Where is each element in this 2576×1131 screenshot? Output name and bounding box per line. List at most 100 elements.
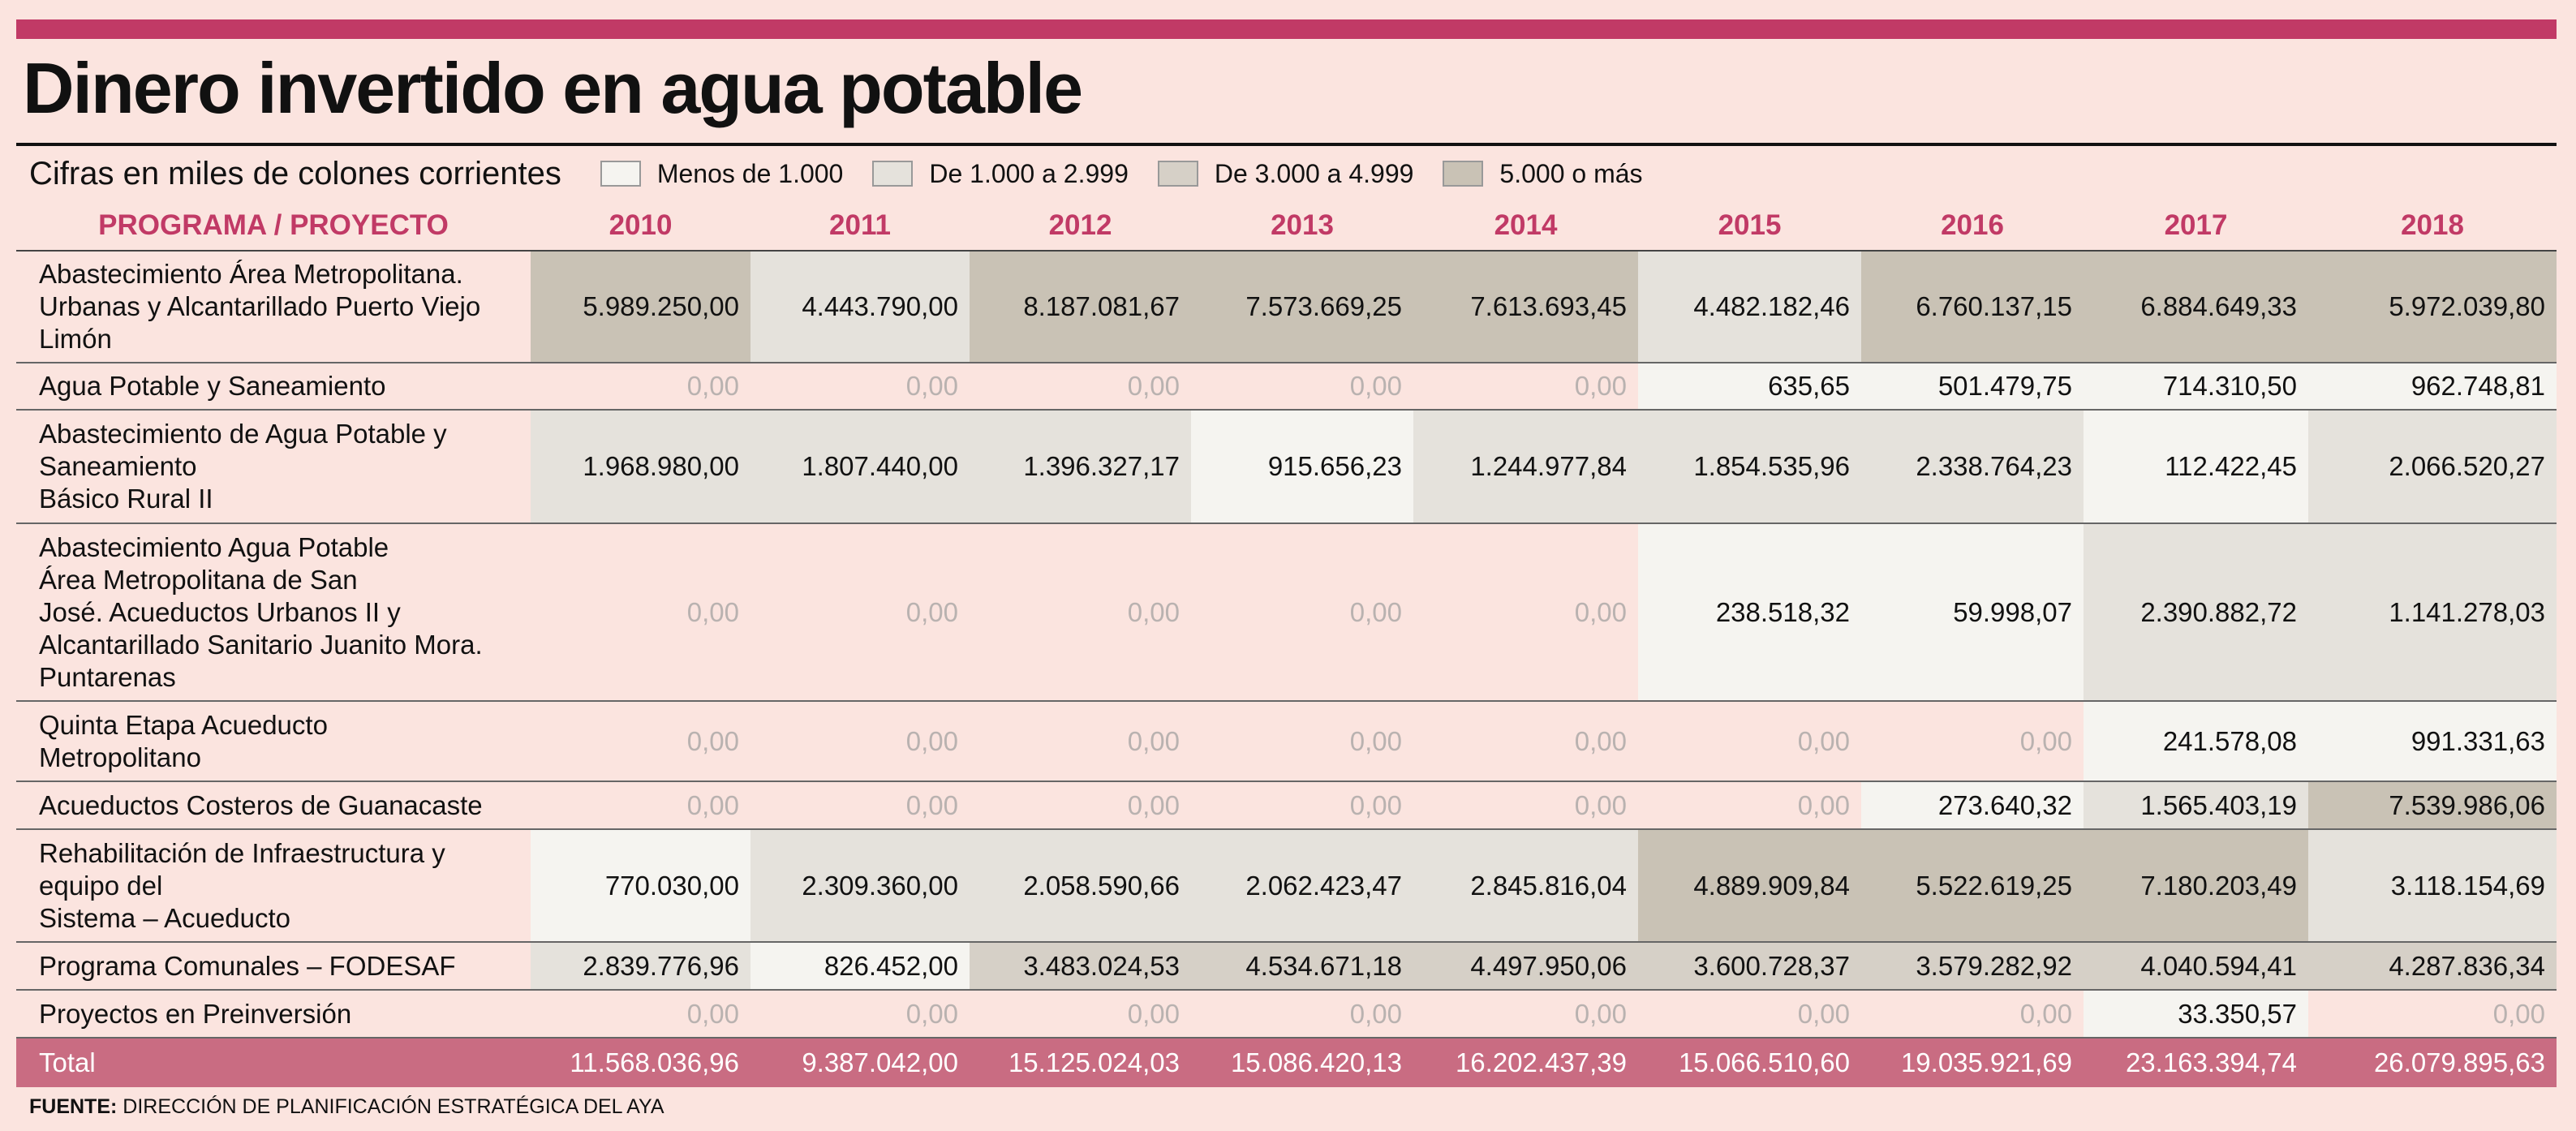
total-cell: 9.387.042,00 bbox=[750, 1038, 970, 1087]
cell: 0,00 bbox=[1191, 523, 1413, 702]
cell: 3.579.282,92 bbox=[1861, 942, 2084, 991]
cell: 0,00 bbox=[750, 781, 970, 830]
cell: 0,00 bbox=[1191, 701, 1413, 782]
cell: 238.518,32 bbox=[1638, 523, 1861, 702]
legend-swatch bbox=[872, 161, 914, 187]
cell: 7.539.986,06 bbox=[2308, 781, 2557, 830]
header-row: PROGRAMA / PROYECTO 2010 2011 2012 2013 2014 2… bbox=[16, 200, 2557, 252]
cell: 2.845.816,04 bbox=[1413, 829, 1638, 943]
cell: 4.287.836,34 bbox=[2308, 942, 2557, 991]
cell: 0,00 bbox=[970, 523, 1191, 702]
cell: 0,00 bbox=[1861, 990, 2084, 1039]
total-cell: 15.086.420,13 bbox=[1191, 1038, 1413, 1087]
cell: 0,00 bbox=[1638, 701, 1861, 782]
cell: 0,00 bbox=[750, 523, 970, 702]
cell: 0,00 bbox=[531, 701, 750, 782]
row: Acueductos Costeros de Guanacaste 0,00 0,0… bbox=[16, 781, 2557, 830]
cell: 0,00 bbox=[1413, 701, 1638, 782]
column-header: 2010 bbox=[531, 200, 750, 252]
cell: 0,00 bbox=[531, 990, 750, 1039]
cell: 635,65 bbox=[1638, 363, 1861, 411]
cell: 0,00 bbox=[1191, 363, 1413, 411]
legend-swatch bbox=[1157, 161, 1198, 187]
cell: 1.244.977,84 bbox=[1413, 410, 1638, 524]
cell: 2.839.776,96 bbox=[531, 942, 750, 991]
cell: 2.390.882,72 bbox=[2084, 523, 2308, 702]
row-label: Agua Potable y Saneamiento bbox=[16, 363, 531, 411]
cell: 0,00 bbox=[1861, 701, 2084, 782]
legend-item: Menos de 1.000 bbox=[600, 158, 844, 189]
cell: 2.309.360,00 bbox=[750, 829, 970, 943]
row-label: Proyectos en Preinversión bbox=[16, 990, 531, 1039]
subtitle-row: Cifras en miles de colones corrientes Me… bbox=[29, 154, 1672, 193]
cell: 770.030,00 bbox=[531, 829, 750, 943]
title: Dinero invertido en agua potable bbox=[23, 48, 1083, 128]
row-label: Abastecimiento de Agua Potable y Saneami… bbox=[16, 410, 531, 524]
legend-item: De 3.000 a 4.999 bbox=[1157, 158, 1414, 189]
cell: 962.748,81 bbox=[2308, 363, 2557, 411]
cell: 0,00 bbox=[1413, 363, 1638, 411]
cell: 826.452,00 bbox=[750, 942, 970, 991]
column-header: 2017 bbox=[2084, 200, 2308, 252]
cell: 0,00 bbox=[750, 363, 970, 411]
cell: 6.884.649,33 bbox=[2084, 251, 2308, 363]
row: Agua Potable y Saneamiento 0,00 0,00 0,00 0,… bbox=[16, 363, 2557, 411]
total-cell: 16.202.437,39 bbox=[1413, 1038, 1638, 1087]
row: Proyectos en Preinversión 0,00 0,00 0,00 0,0… bbox=[16, 990, 2557, 1039]
subtitle: Cifras en miles de colones corrientes bbox=[29, 155, 561, 191]
cell: 4.534.671,18 bbox=[1191, 942, 1413, 991]
cell: 0,00 bbox=[1191, 990, 1413, 1039]
column-header: 2014 bbox=[1413, 200, 1638, 252]
cell: 0,00 bbox=[970, 363, 1191, 411]
cell: 241.578,08 bbox=[2084, 701, 2308, 782]
total-label: Total bbox=[16, 1038, 531, 1087]
legend-label: Menos de 1.000 bbox=[656, 158, 844, 188]
row: Abastecimiento Área Metropolitana. Urban… bbox=[16, 251, 2557, 363]
total-cell: 11.568.036,96 bbox=[531, 1038, 750, 1087]
cell: 2.062.423,47 bbox=[1191, 829, 1413, 943]
cell: 3.600.728,37 bbox=[1638, 942, 1861, 991]
cell: 59.998,07 bbox=[1861, 523, 2084, 702]
cell: 4.040.594,41 bbox=[2084, 942, 2308, 991]
cell: 0,00 bbox=[750, 701, 970, 782]
table: PROGRAMA / PROYECTO 2010 2011 2012 2013 2014 2… bbox=[16, 200, 2557, 1087]
cell: 4.482.182,46 bbox=[1638, 251, 1861, 363]
legend-swatch bbox=[1443, 161, 1484, 187]
cell: 0,00 bbox=[2308, 990, 2557, 1039]
cell: 0,00 bbox=[1413, 523, 1638, 702]
cell: 7.613.693,45 bbox=[1413, 251, 1638, 363]
column-header: 2015 bbox=[1638, 200, 1861, 252]
source-label: FUENTE: bbox=[29, 1095, 118, 1118]
row-label: Rehabilitación de Infraestructura y equi… bbox=[16, 829, 531, 943]
cell: 2.058.590,66 bbox=[970, 829, 1191, 943]
source: FUENTE: DIRECCIÓN DE PLANIFICACIÓN ESTRA… bbox=[29, 1095, 664, 1119]
cell: 0,00 bbox=[970, 990, 1191, 1039]
cell: 991.331,63 bbox=[2308, 701, 2557, 782]
cell: 1.565.403,19 bbox=[2084, 781, 2308, 830]
legend-label: De 3.000 a 4.999 bbox=[1214, 158, 1414, 188]
source-text: DIRECCIÓN DE PLANIFICACIÓN ESTRATÉGICA D… bbox=[123, 1095, 664, 1118]
cell: 1.396.327,17 bbox=[970, 410, 1191, 524]
cell: 0,00 bbox=[1191, 781, 1413, 830]
cell: 3.483.024,53 bbox=[970, 942, 1191, 991]
cell: 915.656,23 bbox=[1191, 410, 1413, 524]
legend: Menos de 1.000 De 1.000 a 2.999 De 3.000 a… bbox=[600, 159, 1672, 189]
total-cell: 15.125.024,03 bbox=[970, 1038, 1191, 1087]
cell: 0,00 bbox=[531, 523, 750, 702]
cell: 0,00 bbox=[970, 781, 1191, 830]
row: Abastecimiento de Agua Potable y Saneami… bbox=[16, 410, 2557, 524]
column-header: 2013 bbox=[1191, 200, 1413, 252]
cell: 5.972.039,80 bbox=[2308, 251, 2557, 363]
top-bar bbox=[16, 19, 2557, 39]
cell: 0,00 bbox=[531, 363, 750, 411]
row-label: Abastecimiento Agua Potable Área Metropo… bbox=[16, 523, 531, 702]
row-label: Quinta Etapa Acueducto Metropolitano bbox=[16, 701, 531, 782]
column-header: PROGRAMA / PROYECTO bbox=[16, 200, 531, 252]
row: Rehabilitación de Infraestructura y equi… bbox=[16, 829, 2557, 943]
row: Abastecimiento Agua Potable Área Metropo… bbox=[16, 523, 2557, 702]
cell: 33.350,57 bbox=[2084, 990, 2308, 1039]
cell: 4.443.790,00 bbox=[750, 251, 970, 363]
cell: 1.141.278,03 bbox=[2308, 523, 2557, 702]
cell: 5.989.250,00 bbox=[531, 251, 750, 363]
